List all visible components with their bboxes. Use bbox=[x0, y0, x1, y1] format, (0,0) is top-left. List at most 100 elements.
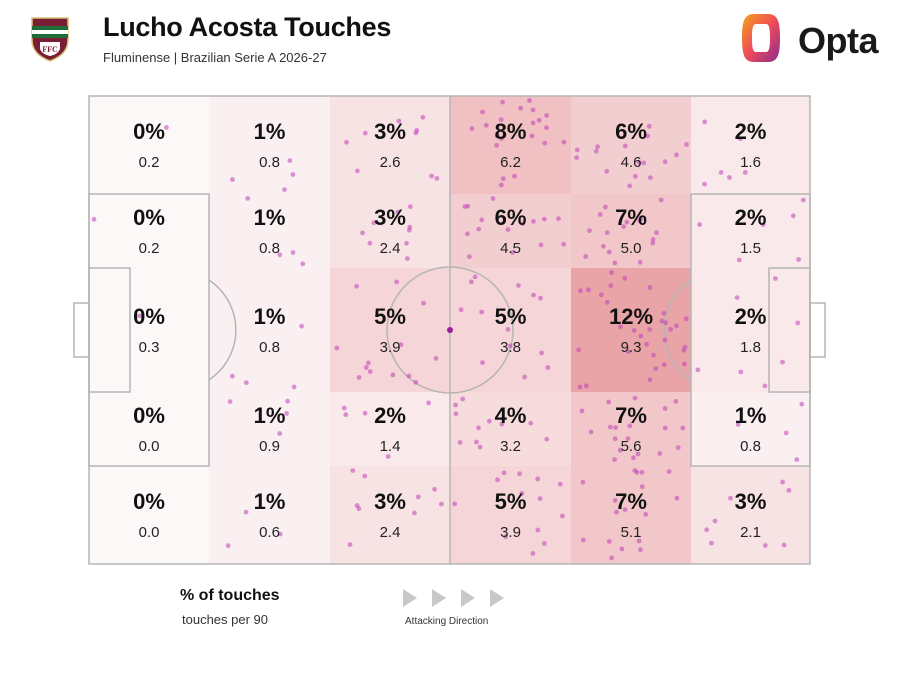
touch-dot bbox=[460, 396, 466, 402]
touch-dot bbox=[795, 320, 801, 326]
touch-dot bbox=[290, 250, 296, 255]
touch-dot bbox=[637, 259, 643, 265]
touch-dot bbox=[557, 481, 563, 487]
touch-dot bbox=[535, 527, 541, 533]
touch-dot bbox=[583, 254, 589, 259]
zone-percent-label: 0% bbox=[133, 119, 165, 144]
touch-dot bbox=[622, 143, 628, 149]
touch-dot bbox=[577, 384, 583, 390]
touch-dot bbox=[355, 168, 360, 174]
touch-dot bbox=[736, 257, 742, 263]
fluminense-crest-logo: FFC bbox=[31, 17, 69, 62]
heatmap-zone-r3-c2 bbox=[209, 268, 330, 392]
touch-dot bbox=[780, 359, 785, 365]
zone-percent-label: 2% bbox=[735, 119, 767, 144]
touch-dot bbox=[498, 117, 504, 122]
zone-per90-label: 3.9 bbox=[500, 524, 521, 541]
touch-dot bbox=[663, 320, 668, 326]
touch-dot bbox=[465, 231, 470, 237]
touch-dot bbox=[612, 457, 617, 462]
touch-dot bbox=[542, 541, 547, 546]
touch-dot bbox=[505, 227, 511, 233]
zone-per90-label: 0.8 bbox=[259, 154, 280, 171]
touch-dot bbox=[480, 109, 485, 115]
touch-dot bbox=[453, 411, 459, 417]
touch-dot bbox=[650, 240, 656, 246]
touch-dot bbox=[503, 534, 508, 540]
touch-dot bbox=[578, 288, 583, 294]
touch-dot bbox=[499, 421, 505, 427]
touch-dot bbox=[531, 292, 536, 298]
touch-dot bbox=[408, 204, 413, 210]
zone-per90-label: 0.8 bbox=[259, 339, 280, 356]
touch-dot bbox=[601, 243, 606, 249]
legend-per90-label: touches per 90 bbox=[182, 612, 269, 627]
touch-dot bbox=[661, 310, 667, 316]
touch-dot bbox=[458, 307, 464, 313]
touch-dot bbox=[561, 139, 567, 145]
touch-dot bbox=[505, 327, 511, 332]
touch-dot bbox=[494, 133, 500, 139]
touch-dot bbox=[299, 323, 304, 329]
touch-dot bbox=[659, 318, 665, 324]
touch-dot bbox=[627, 423, 633, 429]
zone-per90-label: 2.4 bbox=[380, 524, 401, 541]
touch-dot bbox=[604, 299, 610, 305]
touch-dot bbox=[291, 384, 297, 390]
touch-dot bbox=[653, 366, 659, 371]
touch-dot bbox=[684, 142, 689, 147]
heatmap-zone-r5-c5 bbox=[571, 466, 691, 564]
touch-dot bbox=[643, 512, 649, 517]
touch-dot bbox=[429, 173, 434, 179]
zone-percent-label: 0% bbox=[133, 489, 165, 514]
touch-dot bbox=[662, 425, 668, 431]
touch-dot bbox=[530, 551, 536, 556]
heatmap-zone-r1-c6 bbox=[691, 96, 810, 194]
touch-dot bbox=[608, 424, 613, 430]
touch-dot bbox=[627, 183, 633, 189]
touch-dot bbox=[661, 362, 667, 368]
touch-dot bbox=[638, 547, 643, 553]
touch-dot bbox=[413, 130, 419, 136]
zone-per90-label: 1.4 bbox=[380, 438, 401, 455]
touch-dot bbox=[91, 216, 97, 222]
touch-dot bbox=[405, 256, 410, 261]
right-goal bbox=[809, 302, 826, 358]
heatmap-zone-r1-c2 bbox=[209, 96, 330, 194]
zone-per90-label: 0.8 bbox=[259, 240, 280, 257]
touch-dot bbox=[472, 274, 478, 280]
heatmap-zone-r5-c4 bbox=[450, 466, 571, 564]
touch-dot bbox=[796, 257, 801, 262]
heatmap-zone-r5-c1 bbox=[89, 466, 209, 564]
touch-dot bbox=[476, 425, 481, 431]
touch-dot bbox=[644, 341, 649, 347]
heatmap-zone-r4-c6 bbox=[691, 392, 810, 466]
touch-dot bbox=[483, 122, 489, 128]
touch-dot bbox=[762, 543, 768, 548]
touch-dot bbox=[519, 491, 525, 496]
touch-dot bbox=[735, 422, 741, 427]
touch-dot bbox=[727, 175, 732, 180]
heatmap-zone-r4-c2 bbox=[209, 392, 330, 466]
touch-dot bbox=[646, 123, 652, 129]
touch-dot bbox=[284, 411, 289, 416]
touch-dot bbox=[634, 469, 640, 475]
touch-dot bbox=[668, 327, 673, 332]
touch-dot bbox=[614, 509, 619, 515]
touch-dot bbox=[674, 323, 679, 329]
touch-dot bbox=[631, 328, 637, 333]
touch-dot bbox=[609, 270, 614, 275]
touch-dot bbox=[662, 337, 668, 343]
touch-dot bbox=[479, 217, 485, 223]
touch-dot bbox=[277, 431, 283, 436]
touch-dot bbox=[651, 352, 656, 358]
touch-dot bbox=[542, 140, 548, 146]
zone-per90-label: 0.0 bbox=[139, 524, 160, 541]
zone-percent-label: 5% bbox=[374, 304, 406, 329]
touch-dot bbox=[137, 313, 142, 319]
touch-dot bbox=[522, 374, 527, 380]
touch-dot bbox=[390, 372, 396, 378]
touch-dot bbox=[641, 160, 647, 166]
touch-dot bbox=[421, 300, 426, 306]
zone-percent-label: 1% bbox=[254, 119, 286, 144]
